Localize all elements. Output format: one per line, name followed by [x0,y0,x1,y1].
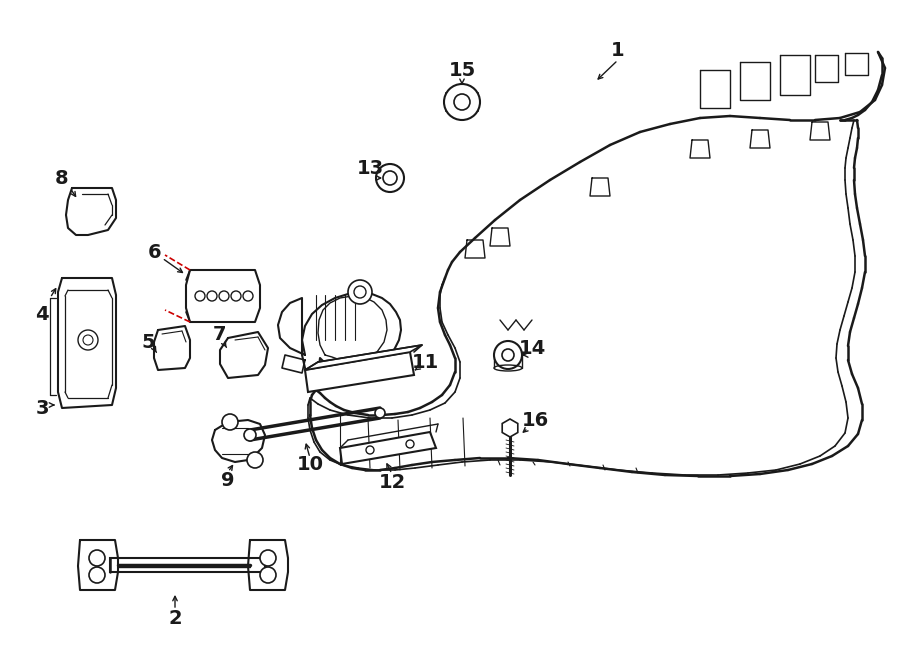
Circle shape [383,171,397,185]
Circle shape [260,550,276,566]
Circle shape [78,330,98,350]
Circle shape [502,349,514,361]
Circle shape [366,446,374,454]
Circle shape [89,550,105,566]
Polygon shape [340,432,436,464]
Circle shape [494,341,522,369]
Text: 7: 7 [213,325,227,344]
Text: 9: 9 [221,471,235,490]
Circle shape [454,94,470,110]
Polygon shape [502,419,518,437]
Circle shape [222,414,238,430]
Circle shape [354,286,366,298]
Text: 8: 8 [55,169,68,188]
Text: 2: 2 [168,609,182,627]
Circle shape [247,452,263,468]
Circle shape [406,440,414,448]
Circle shape [260,567,276,583]
Text: 16: 16 [521,410,549,430]
Text: 10: 10 [296,455,323,475]
Circle shape [444,84,480,120]
Circle shape [376,164,404,192]
Polygon shape [305,345,422,370]
Text: 4: 4 [35,305,49,325]
Circle shape [348,280,372,304]
Circle shape [375,408,385,418]
Text: 15: 15 [448,61,475,79]
Circle shape [243,291,253,301]
Circle shape [231,291,241,301]
Text: 5: 5 [141,332,155,352]
Text: 6: 6 [148,243,162,262]
Circle shape [89,567,105,583]
Text: 3: 3 [35,399,49,418]
Text: 13: 13 [356,159,383,178]
Text: 1: 1 [611,40,625,59]
Circle shape [195,291,205,301]
Circle shape [219,291,229,301]
Circle shape [244,429,256,441]
Text: 12: 12 [378,473,406,492]
Text: 14: 14 [518,338,545,358]
Text: 11: 11 [411,352,438,371]
Circle shape [207,291,217,301]
Polygon shape [110,558,265,572]
Polygon shape [305,352,414,392]
Circle shape [83,335,93,345]
